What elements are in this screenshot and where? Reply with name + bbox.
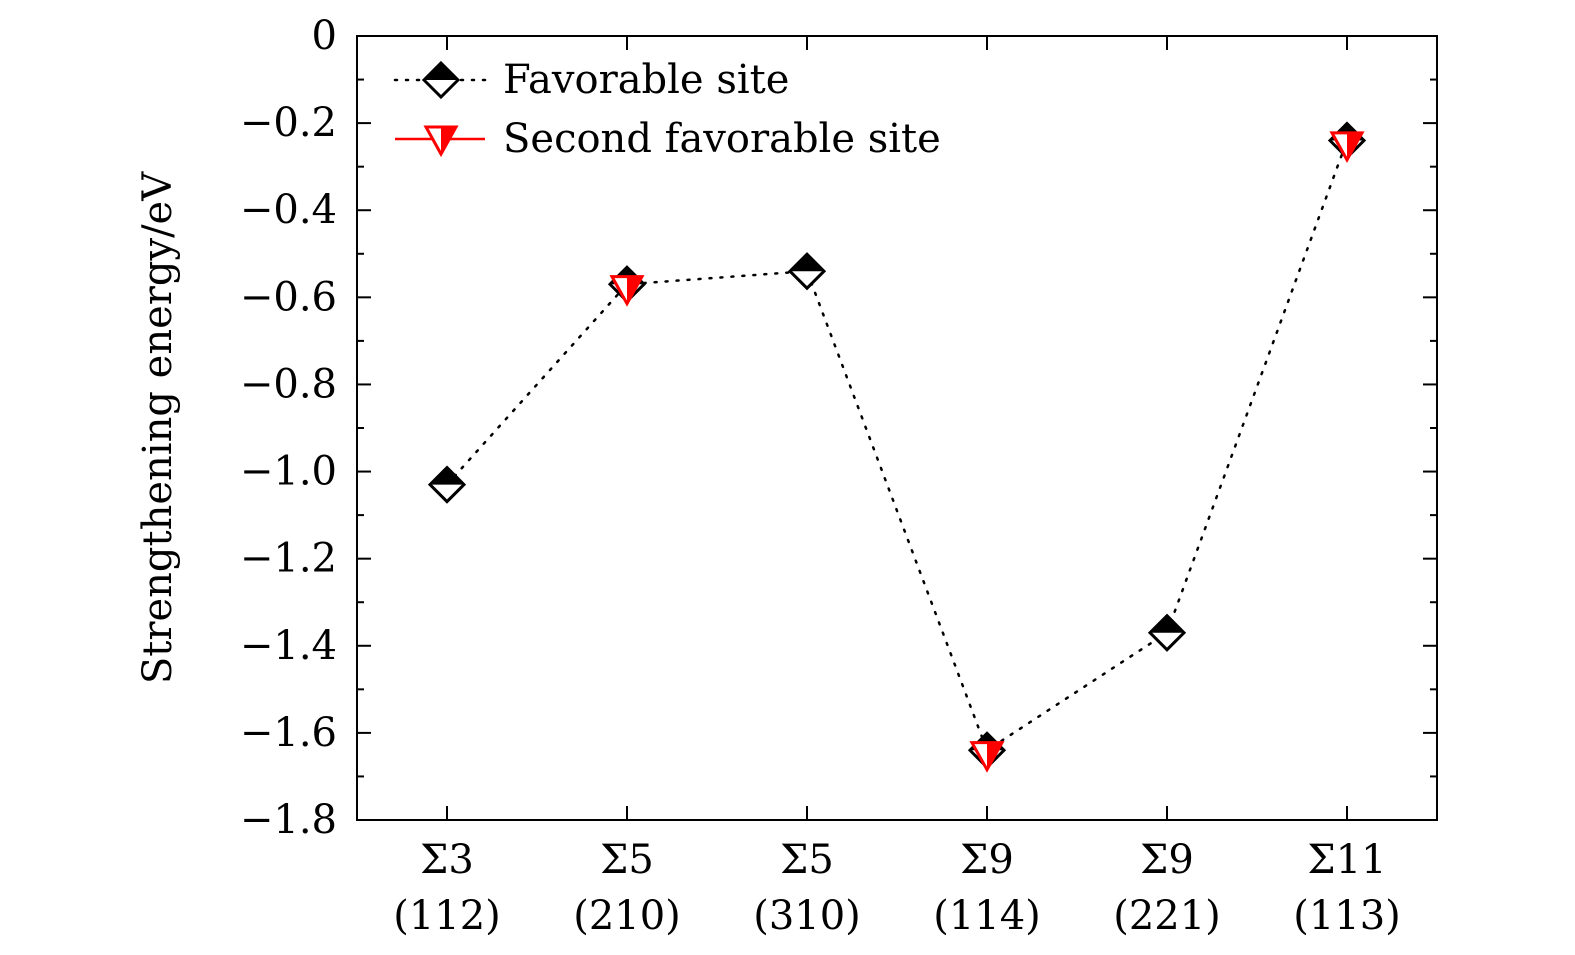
series-markers <box>427 121 1367 773</box>
x-tick-label: Σ5 <box>600 837 654 883</box>
marker-outline <box>421 60 461 100</box>
y-tick-label: −0.2 <box>240 100 337 146</box>
x-tick-sublabel: (112) <box>393 893 501 939</box>
triangle-marker <box>1329 131 1365 163</box>
legend-label: Second favorable site <box>503 116 941 162</box>
legend-label: Favorable site <box>503 57 789 103</box>
diamond-marker <box>787 252 827 291</box>
triangle-marker <box>423 125 459 158</box>
y-tick-label: −1.6 <box>240 710 337 756</box>
marker-fill <box>1150 615 1184 633</box>
legend: Favorable site Second favorable site <box>393 57 941 162</box>
y-ticks: 0 −0.2 −0.4 −0.6 −0.8 −1.0 −1.2 −1.4 −1.6 −1.8 <box>240 13 1437 843</box>
marker-outline <box>787 252 827 291</box>
x-tick-label: Σ3 <box>420 837 474 883</box>
marker-outline <box>427 465 467 504</box>
x-ticks: Σ3 (112) Σ5 (210) Σ5 (310) Σ9 (114) Σ9 (221) Σ11 (1… <box>393 36 1401 939</box>
y-tick-label: 0 <box>312 13 337 59</box>
series-line <box>445 139 1349 753</box>
y-axis-label: Strengthening energy/eV <box>135 171 181 684</box>
x-tick-sublabel: (113) <box>1293 893 1401 939</box>
marker-outline <box>423 125 459 158</box>
diamond-marker <box>421 60 461 100</box>
x-tick-label: Σ5 <box>780 837 834 883</box>
marker-outline <box>609 275 645 307</box>
marker-fill <box>430 467 464 485</box>
x-tick-sublabel: (310) <box>753 893 861 939</box>
y-tick-label: −1.0 <box>240 449 337 495</box>
marker-fill <box>424 63 458 80</box>
x-tick-label: Σ9 <box>960 837 1014 883</box>
marker-outline <box>1329 131 1365 163</box>
y-tick-label: −0.8 <box>240 361 337 407</box>
y-tick-label: −1.2 <box>240 536 337 582</box>
y-tick-label: −0.4 <box>240 187 337 233</box>
x-tick-sublabel: (221) <box>1113 893 1221 939</box>
triangle-marker <box>969 741 1005 773</box>
x-tick-sublabel: (210) <box>573 893 681 939</box>
y-tick-label: −1.4 <box>240 623 337 669</box>
diamond-marker <box>1147 613 1187 652</box>
marker-fill <box>790 254 824 272</box>
y-tick-label: −1.8 <box>240 797 337 843</box>
triangle-marker <box>609 275 645 307</box>
marker-outline <box>1147 613 1187 652</box>
marker-outline <box>969 741 1005 773</box>
y-tick-label: −0.6 <box>240 274 337 320</box>
x-tick-sublabel: (114) <box>933 893 1041 939</box>
x-tick-label: Σ9 <box>1140 837 1194 883</box>
series-lines <box>445 139 1349 753</box>
x-tick-label: Σ11 <box>1307 837 1386 883</box>
diamond-marker <box>427 465 467 504</box>
